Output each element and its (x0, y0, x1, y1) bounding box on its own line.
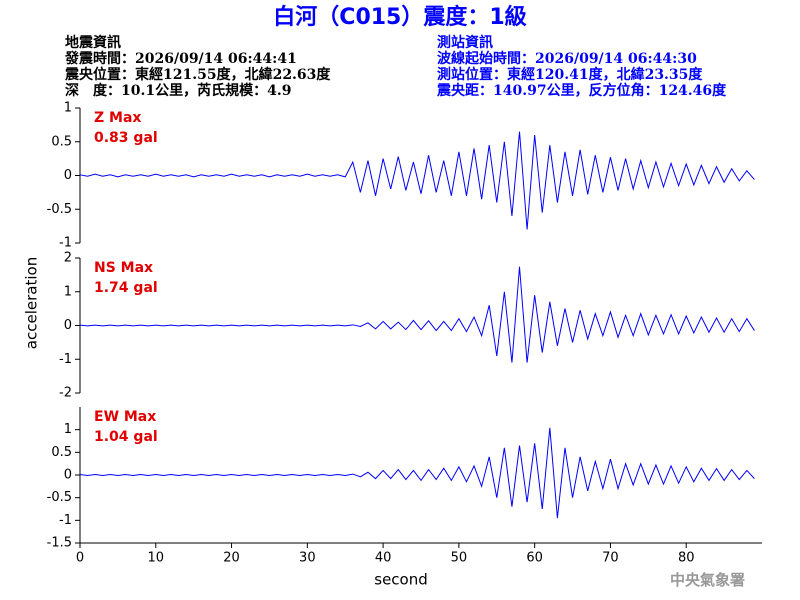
header-right: 波線起始時間：2026/09/14 06:44:30 (437, 50, 697, 67)
footer: 中央氣象署 (670, 571, 745, 589)
y-tick-label: -1.5 (47, 536, 72, 551)
max-value: 1.74 gal (94, 280, 158, 296)
x-tick-label: 50 (451, 551, 468, 566)
header-right: 測站位置：東經120.41度，北緯23.35度 (437, 66, 703, 83)
y-tick-label: -2 (59, 386, 72, 401)
header-left: 震央位置：東經121.55度，北緯22.63度 (64, 66, 331, 83)
y-tick-label: 1 (64, 284, 72, 299)
max-label: EW Max (94, 409, 156, 425)
waveform (79, 131, 755, 230)
x-axis-label: second (374, 571, 428, 589)
y-tick-label: 1 (64, 101, 72, 116)
max-label: NS Max (94, 260, 153, 276)
y-tick-label: -1 (59, 236, 72, 251)
y-tick-label: -0.5 (47, 490, 72, 505)
header-left: 地震資訊 (65, 34, 121, 51)
y-tick-label: -1 (59, 352, 72, 367)
x-tick-label: 60 (526, 551, 543, 566)
x-tick-label: 20 (223, 551, 240, 566)
max-label: Z Max (94, 110, 141, 126)
max-value: 1.04 gal (94, 429, 158, 445)
header-left: 發震時間：2026/09/14 06:44:41 (64, 50, 297, 67)
y-tick-label: -0.5 (47, 202, 72, 217)
waveform (79, 427, 755, 519)
x-tick-label: 30 (299, 551, 316, 566)
y-tick-label: 0.5 (51, 445, 72, 460)
header-right: 震央距：140.97公里，反方位角：124.46度 (436, 82, 727, 99)
y-tick-label: 2 (64, 251, 72, 266)
header-right: 測站資訊 (437, 34, 493, 51)
x-tick-label: 40 (375, 551, 392, 566)
header-left: 深 度：10.1公里，芮氏規模：4.9 (65, 82, 291, 99)
y-tick-label: 1 (64, 422, 72, 437)
x-tick-label: 0 (76, 551, 84, 566)
y-axis-label: acceleration (23, 257, 41, 349)
y-tick-label: 0 (64, 168, 72, 183)
y-tick-label: -1 (59, 513, 72, 528)
x-tick-label: 10 (148, 551, 165, 566)
y-tick-label: 0.5 (51, 134, 72, 149)
y-tick-label: 0 (64, 468, 72, 483)
max-value: 0.83 gal (94, 130, 158, 146)
y-tick-label: 0 (64, 318, 72, 333)
waveform (79, 266, 755, 363)
x-tick-label: 80 (678, 551, 695, 566)
x-tick-label: 70 (602, 551, 619, 566)
chart-title: 白河（C015）震度：1級 (273, 4, 526, 30)
